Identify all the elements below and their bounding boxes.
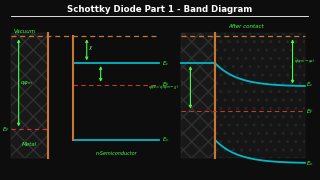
Bar [181,33,215,158]
Bar [215,33,305,158]
Text: $q\varphi_m$: $q\varphi_m$ [20,79,33,87]
Text: Metal: Metal [22,142,37,147]
Text: Schottky Diode Part 1 - Band Diagram: Schottky Diode Part 1 - Band Diagram [67,5,252,14]
Text: $E_v$: $E_v$ [162,136,170,145]
Bar [215,33,305,158]
Text: $q(\varphi_m-\varphi_s)$: $q(\varphi_m-\varphi_s)$ [294,57,315,65]
Text: After contact: After contact [228,24,264,29]
Text: $E_c$: $E_c$ [162,59,170,68]
Text: $q\varphi_B=q(\varphi_m-\chi)$: $q\varphi_B=q(\varphi_m-\chi)$ [148,83,180,91]
Bar [181,33,215,158]
Bar [11,33,48,158]
Bar [11,33,48,158]
Text: $E_F$: $E_F$ [2,125,9,134]
Text: $E_F$: $E_F$ [307,107,314,116]
Text: Vacuum: Vacuum [14,29,36,34]
Text: n-Semiconductor: n-Semiconductor [95,151,137,156]
Text: $E_v$: $E_v$ [307,159,314,168]
Text: $E_F$: $E_F$ [162,80,170,89]
Text: $\chi$: $\chi$ [88,44,94,52]
Text: $E_c$: $E_c$ [307,80,314,89]
